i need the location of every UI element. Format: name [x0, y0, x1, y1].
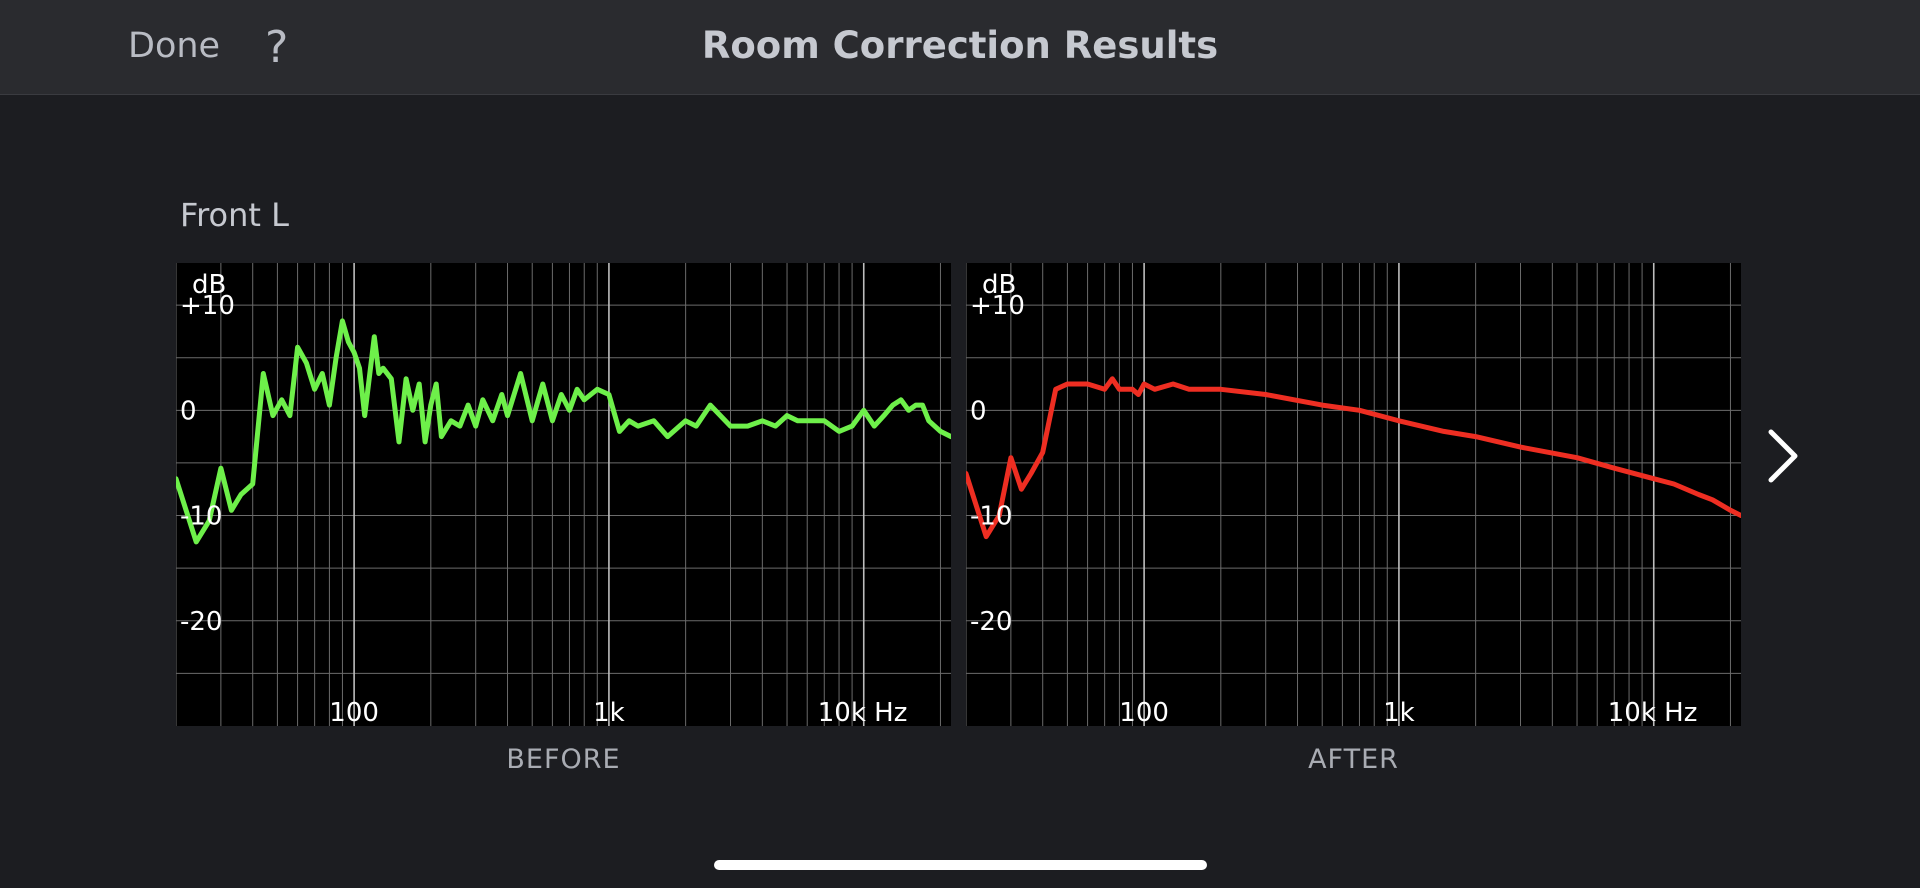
y-axis-unit-label: dB — [982, 270, 1016, 300]
done-button[interactable]: Done — [128, 26, 221, 66]
x-tick-label: 10k Hz — [1608, 698, 1698, 726]
after-chart-plot: dB+10 0 -10 -20 100 1k 10k Hz — [966, 263, 1741, 726]
x-tick-label: 100 — [1119, 698, 1169, 726]
x-tick-label: 100 — [329, 698, 379, 726]
after-caption: AFTER — [1308, 744, 1399, 775]
y-axis-unit-label: dB — [192, 270, 226, 300]
top-bar: Done ? Room Correction Results — [0, 0, 1920, 95]
x-tick-label: 10k Hz — [818, 698, 908, 726]
chevron-right-icon[interactable] — [1763, 426, 1803, 486]
y-tick-label: -10 — [180, 502, 222, 532]
before-chart: dB +10 0 -10 -20 100 1k 10k Hz — [176, 263, 951, 726]
home-indicator[interactable] — [714, 860, 1207, 870]
grid — [176, 263, 951, 726]
y-tick-label: -10 — [970, 502, 1012, 532]
speaker-name: Front L — [180, 196, 289, 234]
response-curve — [176, 318, 951, 545]
y-tick-label: 0 — [180, 396, 197, 426]
grid — [966, 263, 1741, 726]
before-chart-plot: dB+10 0 -10 -20 100 1k 10k Hz — [176, 263, 951, 726]
after-chart: dB +10 0 -10 -20 100 1k 10k Hz — [966, 263, 1741, 726]
y-tick-label: -20 — [970, 607, 1012, 637]
page-title: Room Correction Results — [701, 24, 1219, 67]
response-curve — [966, 376, 1741, 540]
x-tick-label: 1k — [1383, 698, 1415, 726]
y-tick-label: -20 — [180, 607, 222, 637]
before-caption: BEFORE — [506, 744, 621, 775]
x-tick-label: 1k — [593, 698, 625, 726]
help-button[interactable]: ? — [265, 22, 289, 73]
y-tick-label: +10 — [180, 291, 235, 321]
y-tick-label: +10 — [970, 291, 1025, 321]
y-tick-label: 0 — [970, 396, 987, 426]
